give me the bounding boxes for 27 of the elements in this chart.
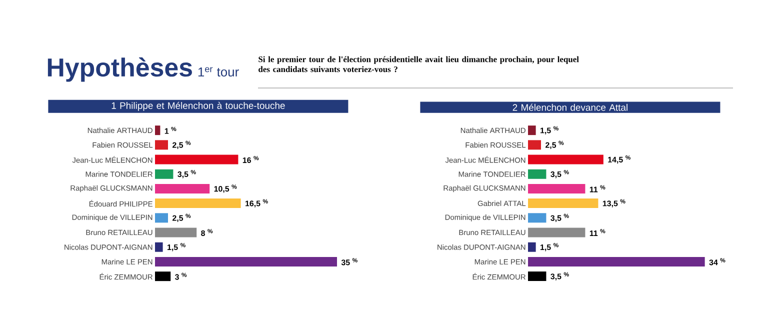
- bar: [528, 140, 542, 150]
- bar: [155, 242, 163, 252]
- bar: [528, 242, 536, 252]
- bar: [155, 198, 241, 208]
- bar: [155, 272, 171, 282]
- bar: [155, 140, 168, 150]
- bar: [155, 213, 168, 223]
- bar: [155, 184, 210, 194]
- text: 1$^{er}$ tour: [198, 67, 239, 77]
- bar: [155, 126, 160, 136]
- bar: [528, 154, 604, 164]
- bar: [528, 213, 546, 223]
- chart-title: 2 Mélenchon devance Attal: [512, 104, 628, 111]
- text: Hypothèses: [48, 57, 192, 82]
- bar: [528, 184, 586, 194]
- bar: [155, 169, 174, 179]
- bar: [155, 256, 338, 266]
- bar: [528, 228, 586, 238]
- chart-title: 1 Philippe et Mélenchon à touche-touche: [112, 102, 285, 111]
- bar: [528, 169, 546, 179]
- bar: [528, 256, 705, 266]
- text: Si le premier tour de l'élection présidentielle avait lieu dimanche prochain, pour lequel des candidats suivants voteriez-vous ?: [258, 56, 579, 72]
- bar: [155, 228, 197, 238]
- bar: [528, 198, 598, 208]
- bar: [528, 272, 546, 282]
- bar: [155, 154, 238, 164]
- bar: [528, 126, 536, 136]
